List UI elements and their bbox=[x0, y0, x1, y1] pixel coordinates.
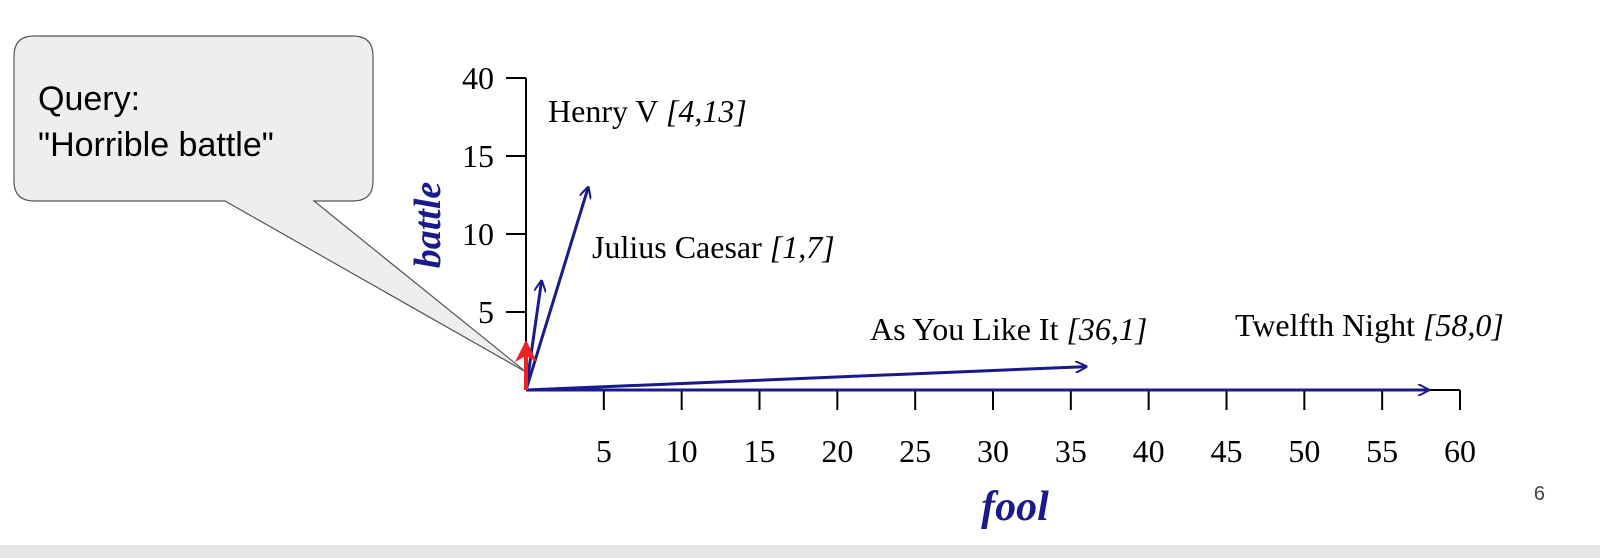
x-tick-label: 40 bbox=[1133, 433, 1165, 469]
callout-text: "Horrible battle" bbox=[38, 126, 274, 164]
x-tick-label: 35 bbox=[1055, 433, 1087, 469]
value-label: [36,1] bbox=[1066, 311, 1147, 347]
value-label: [4,13] bbox=[666, 93, 747, 129]
x-tick-label: 45 bbox=[1211, 433, 1243, 469]
footer-bar bbox=[0, 545, 1600, 558]
y-axis-label: battle bbox=[407, 182, 449, 269]
vector-label: Twelfth Night [58,0] bbox=[1235, 307, 1504, 343]
value-label: [58,0] bbox=[1423, 307, 1504, 343]
x-tick-label: 10 bbox=[666, 433, 698, 469]
x-tick-label: 15 bbox=[744, 433, 776, 469]
value-label: [1,7] bbox=[770, 229, 835, 265]
y-tick-label: 40 bbox=[462, 60, 494, 96]
y-tick-label: 15 bbox=[462, 138, 494, 174]
vector-label: Julius Caesar [1,7] bbox=[592, 229, 835, 265]
document-name: Julius Caesar bbox=[592, 229, 762, 265]
x-tick-label: 20 bbox=[821, 433, 853, 469]
vector-label: As You Like It [36,1] bbox=[870, 311, 1147, 347]
callout-title: Query: bbox=[38, 80, 140, 118]
callout bbox=[13, 35, 527, 373]
page-number: 6 bbox=[1534, 483, 1545, 505]
x-tick-label: 25 bbox=[899, 433, 931, 469]
document-name: As You Like It bbox=[870, 311, 1059, 347]
vector-label: Henry V [4,13] bbox=[548, 93, 747, 129]
y-tick-label: 10 bbox=[462, 216, 494, 252]
x-tick-label: 30 bbox=[977, 433, 1009, 469]
x-tick-label: 5 bbox=[596, 433, 612, 469]
x-tick-label: 60 bbox=[1444, 433, 1476, 469]
document-name: Twelfth Night bbox=[1235, 307, 1415, 343]
document-name: Henry V bbox=[548, 93, 658, 129]
vector-arrow bbox=[524, 187, 588, 391]
y-tick-label: 5 bbox=[478, 294, 494, 330]
x-axis-label: fool bbox=[981, 484, 1049, 530]
x-tick-label: 55 bbox=[1366, 433, 1398, 469]
x-tick-label: 50 bbox=[1288, 433, 1320, 469]
vector-arrow bbox=[525, 367, 1086, 392]
vector-arrow bbox=[524, 281, 542, 391]
